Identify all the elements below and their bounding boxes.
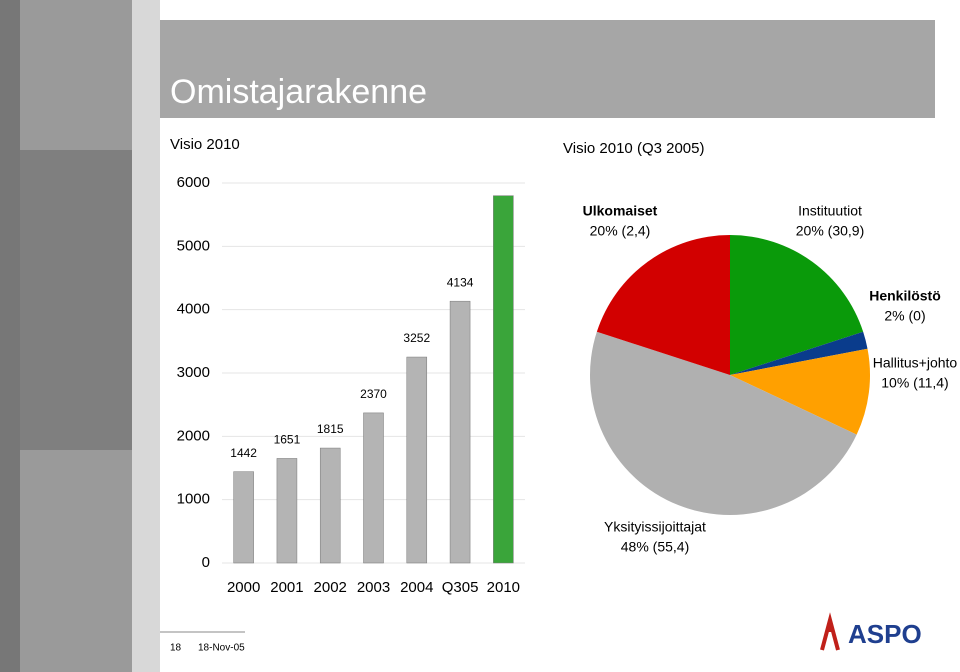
bar [406,356,428,564]
data-label: 3252 [403,331,430,345]
bar [276,458,298,564]
photo-fade [132,0,160,672]
title-banner [160,20,935,118]
y-tick-label: 5000 [177,237,210,254]
y-tick-label: 1000 [177,491,210,508]
slide-title: Omistajarakenne [170,73,427,111]
slice-name: Ulkomaiset [583,203,658,219]
pie-slice [730,235,864,375]
pie-chart-title: Visio 2010 (Q3 2005) [563,140,704,157]
y-tick-label: 3000 [177,364,210,381]
pie-slice [730,348,870,435]
slice-label: 20% (30,9) [796,223,864,239]
pie-slice [730,331,868,375]
x-tick-label: 2000 [227,579,260,596]
bar [493,195,514,564]
photo-detail [20,150,132,450]
y-tick-label: 0 [202,554,210,571]
slice-label: 10% (11,4) [881,375,948,391]
x-tick-label: Q305 [442,579,479,596]
bar [319,447,341,564]
logo-text: ASPO [848,619,922,649]
charts: 0 1000 2000 3000 4000 5000 6000 2000 1442 2001 165… [177,174,958,596]
left-strip [0,0,20,672]
data-label: 4134 [447,275,474,289]
bar [449,300,471,564]
footer-date: 18-Nov-05 [198,643,245,654]
y-tick-label: 2000 [177,427,210,444]
slice-name: Instituutiot [798,203,862,219]
slice-label: 2% (0) [884,308,925,324]
x-tick-label: 2001 [270,579,303,596]
y-tick-label: 4000 [177,301,210,318]
slice-name: Yksityissijoittajat [604,519,706,535]
pie-slice [590,331,857,516]
pie-slice [596,235,730,375]
page-number: 18 [170,643,182,654]
slice-label: 20% (2,4) [590,223,651,239]
bar [233,471,254,564]
bar [363,412,384,564]
data-label: 1442 [230,446,257,460]
x-tick-label: 2002 [314,579,347,596]
logo-mark [820,612,840,651]
x-tick-label: 2003 [357,579,390,596]
data-label: 1815 [317,422,344,436]
x-tick-label: 2004 [400,579,433,596]
bar-chart-title: Visio 2010 [170,136,240,153]
slice-name: Henkilöstö [869,288,941,304]
slice-name: Hallitus+johto [873,355,958,371]
x-tick-label: 2010 [487,579,520,596]
y-tick-label: 6000 [177,174,210,191]
data-label: 1651 [274,433,301,447]
data-label: 2370 [360,387,387,401]
slice-label: 48% (55,4) [621,539,689,555]
